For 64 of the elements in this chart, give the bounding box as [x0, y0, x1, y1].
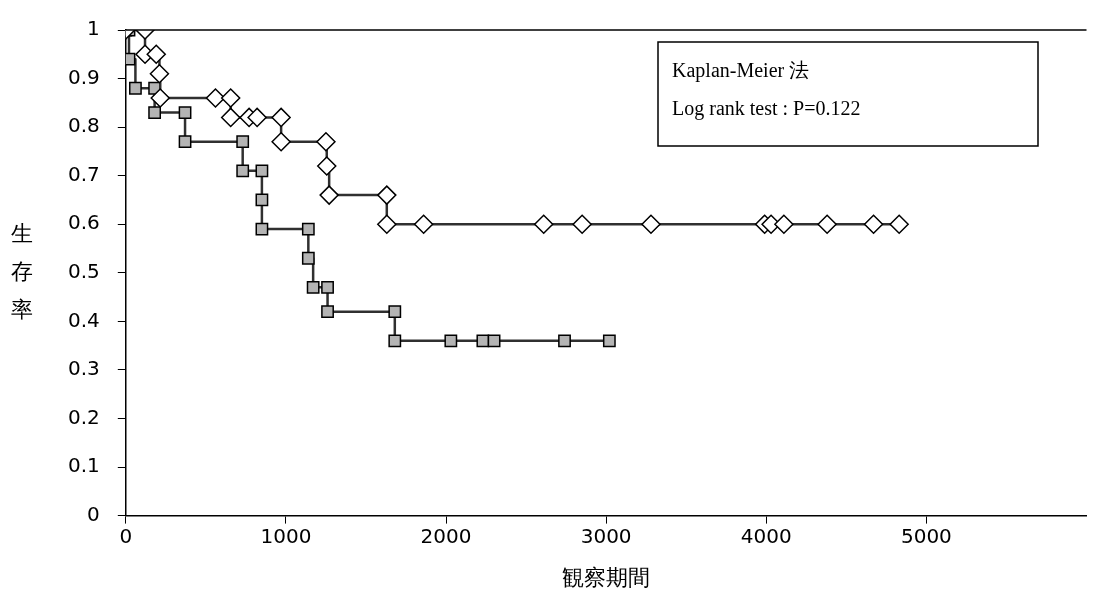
- point: [572, 214, 592, 234]
- y-tick-label: 0.6: [67, 210, 100, 235]
- y-tick-label: 0.8: [67, 113, 100, 138]
- point: [602, 334, 616, 348]
- point: [817, 214, 837, 234]
- y-tick-label: 0.5: [67, 259, 100, 283]
- point: [306, 280, 320, 294]
- annotation: Kaplan-Meier 法: [672, 59, 810, 83]
- point: [533, 214, 554, 234]
- point: [476, 334, 490, 348]
- point: [247, 107, 267, 128]
- point: [444, 334, 458, 348]
- point: [271, 131, 291, 152]
- y-tick-label: 0.7: [67, 161, 100, 186]
- y-tick-label: 0.1: [67, 453, 100, 478]
- point: [129, 81, 142, 95]
- point: [255, 222, 269, 236]
- point: [146, 44, 166, 65]
- point: [220, 107, 241, 128]
- point: [178, 135, 192, 149]
- x-tick-label: 2000: [420, 523, 472, 548]
- point: [863, 214, 884, 234]
- x-tick-label: 1000: [260, 523, 312, 548]
- point: [301, 222, 315, 236]
- annotation: Log rank test : P=0.122: [672, 97, 861, 121]
- point: [178, 106, 192, 119]
- x-tick-label: 4000: [740, 523, 792, 548]
- point: [236, 164, 250, 178]
- x-tick-label: 5000: [900, 523, 952, 548]
- x-tick-label: 3000: [580, 523, 632, 548]
- point: [377, 185, 397, 205]
- point: [148, 106, 162, 119]
- y-tick-label: 1: [87, 16, 100, 41]
- y-tick-label: 0: [87, 501, 100, 526]
- point: [220, 88, 241, 108]
- y-tick-label: 0.4: [67, 307, 100, 332]
- point: [388, 305, 402, 319]
- x-axis-title: 観察期間: [562, 564, 651, 590]
- point: [205, 88, 226, 108]
- point: [641, 214, 661, 234]
- y-axis-title: 生存率: [11, 220, 33, 322]
- point: [255, 164, 269, 178]
- y-tick-label: 0.3: [67, 356, 100, 381]
- point: [319, 185, 339, 205]
- y-tick-label: 0.9: [67, 64, 100, 89]
- point: [255, 193, 269, 207]
- point: [558, 334, 571, 348]
- point: [774, 214, 794, 234]
- point: [150, 88, 170, 108]
- y-tick-label: 0.2: [67, 404, 100, 429]
- point: [236, 135, 250, 149]
- point: [316, 131, 336, 152]
- point: [487, 334, 501, 348]
- x-tick-label: 0: [119, 523, 133, 548]
- point: [388, 334, 402, 348]
- point: [321, 305, 334, 319]
- point: [413, 214, 434, 234]
- point: [149, 63, 170, 84]
- point: [301, 251, 315, 265]
- point: [377, 214, 397, 234]
- point: [317, 156, 337, 176]
- point: [321, 280, 334, 294]
- point: [271, 107, 291, 128]
- point: [889, 214, 909, 234]
